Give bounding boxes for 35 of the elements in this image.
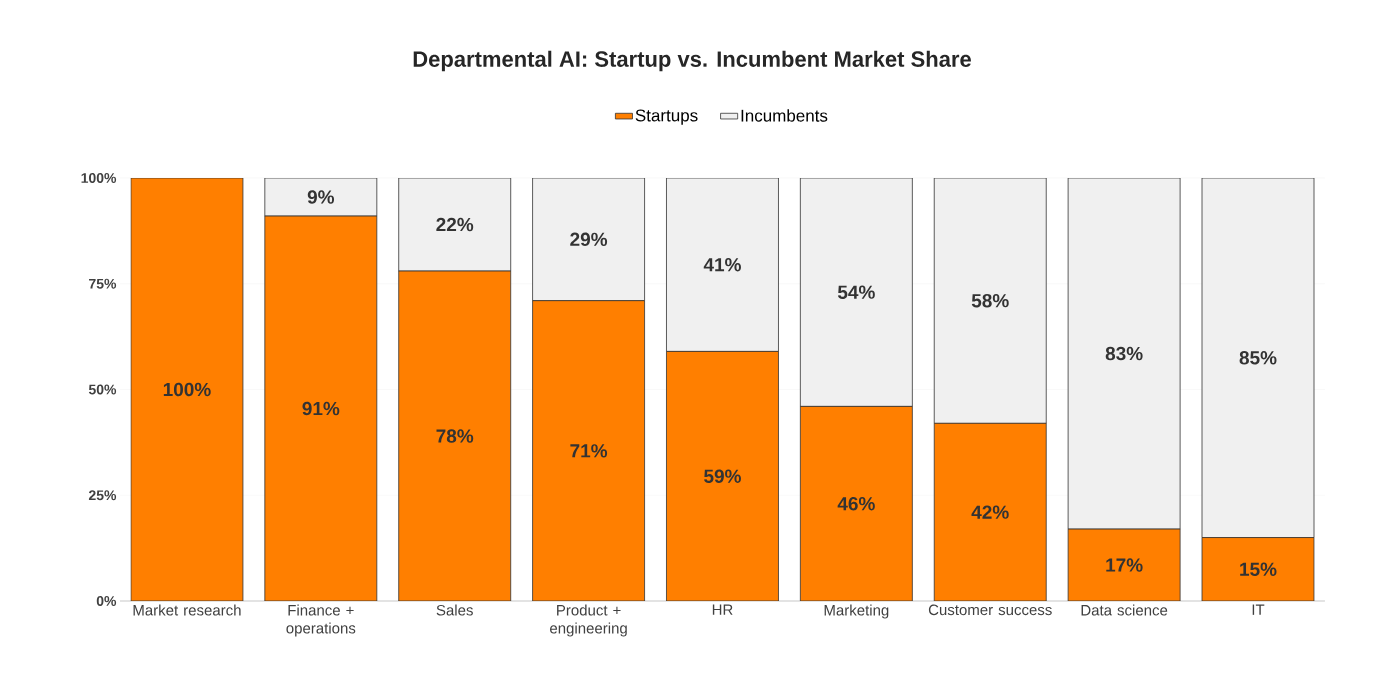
- y-tick-label: 100%: [81, 173, 117, 183]
- data-label: 17%: [1106, 558, 1143, 572]
- chart-title: Departmental AI: Startup vs. Incumbent Market Share: [413, 50, 971, 72]
- data-label: 15%: [1240, 562, 1277, 576]
- data-label: 78%: [436, 429, 474, 443]
- data-label: 54%: [837, 285, 875, 299]
- data-label: 29%: [570, 232, 608, 247]
- x-tick-label: Finance + operations: [286, 604, 356, 637]
- y-tick-label: 0%: [96, 596, 117, 606]
- data-label: 22%: [436, 217, 474, 232]
- y-tick-label: 25%: [88, 490, 117, 501]
- legend-label: Incumbents: [741, 109, 828, 122]
- data-label: 42%: [971, 505, 1009, 519]
- data-label: 58%: [971, 293, 1009, 308]
- y-tick-label: 75%: [89, 278, 117, 289]
- x-tick-label: Data science: [1081, 604, 1168, 616]
- x-tick-label: HR: [712, 604, 733, 615]
- data-label: 91%: [302, 401, 340, 416]
- x-tick-label: IT: [1252, 604, 1265, 615]
- data-label: 46%: [837, 496, 875, 511]
- data-label: 85%: [1239, 351, 1277, 365]
- data-label: 71%: [570, 444, 608, 458]
- data-label: 9%: [307, 190, 335, 204]
- legend-label: Startups: [635, 109, 698, 125]
- bar: [130, 178, 244, 601]
- x-tick-label: Sales: [436, 604, 473, 616]
- x-tick-label: Product + engineering: [550, 604, 627, 637]
- data-label: 59%: [704, 469, 741, 483]
- data-label: 100%: [163, 382, 211, 397]
- x-tick-label: Customer success: [928, 604, 1052, 616]
- x-tick-label: Marketing: [824, 604, 889, 619]
- x-tick-label: Market research: [133, 604, 241, 616]
- y-tick-label: 50%: [88, 384, 117, 395]
- data-label: 83%: [1105, 346, 1143, 361]
- data-label: 41%: [703, 258, 741, 272]
